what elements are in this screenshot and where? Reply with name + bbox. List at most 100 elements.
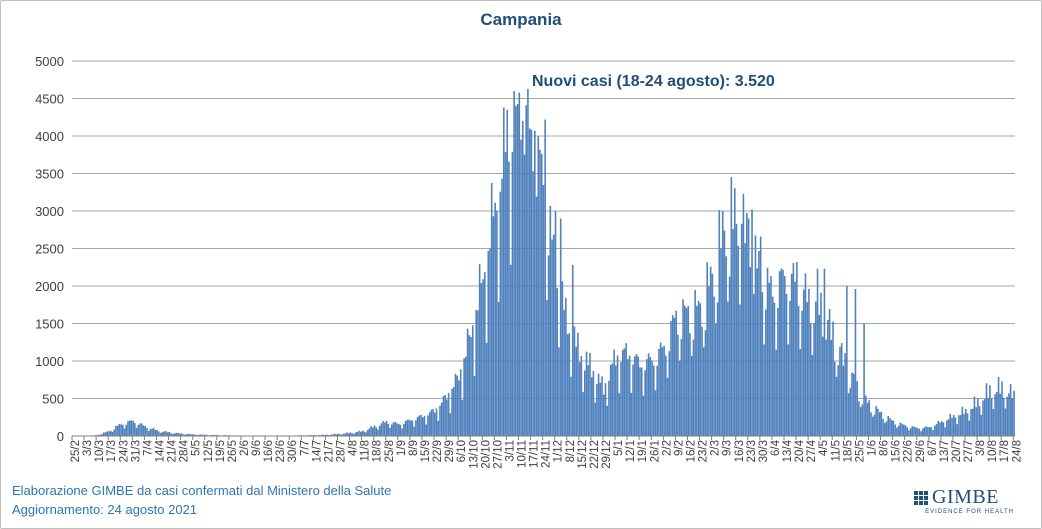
- bar: [678, 360, 681, 436]
- bar: [578, 362, 581, 436]
- bar: [135, 428, 138, 436]
- y-tick-label: 5000: [35, 54, 64, 69]
- bar: [587, 365, 590, 436]
- bar: [685, 308, 688, 436]
- bar: [828, 308, 831, 436]
- bar: [199, 434, 202, 436]
- bar: [947, 419, 950, 436]
- bar: [913, 426, 915, 436]
- bar: [421, 417, 424, 436]
- bar: [185, 434, 188, 436]
- bar: [954, 417, 957, 436]
- bar: [652, 365, 655, 436]
- bar: [880, 411, 883, 436]
- bar: [968, 420, 971, 436]
- bar: [108, 431, 110, 436]
- bar: [382, 421, 384, 436]
- bar: [801, 310, 803, 436]
- bar: [473, 375, 476, 436]
- bar: [892, 420, 895, 436]
- x-tick-label: 1/6: [866, 440, 878, 456]
- x-tick-label: 23/3: [746, 440, 758, 462]
- x-tick-label: 22/9: [432, 440, 444, 462]
- bar: [697, 300, 700, 436]
- bar: [166, 432, 169, 436]
- x-tick-label: 11/8: [360, 440, 372, 462]
- bar: [520, 139, 522, 437]
- bar: [799, 349, 802, 436]
- x-tick-label: 10/3: [94, 440, 106, 462]
- bar: [963, 413, 965, 436]
- bar: [811, 354, 814, 436]
- bar: [766, 267, 769, 436]
- x-tick-label: 10/8: [987, 440, 999, 462]
- bar: [927, 427, 929, 436]
- bar: [785, 293, 788, 436]
- bar: [777, 307, 779, 436]
- bar: [106, 431, 109, 436]
- bar: [673, 317, 676, 436]
- annotation-label: Nuovi casi (18-24 agosto): 3.520: [532, 73, 775, 90]
- x-tick-label: 11/5: [830, 440, 842, 462]
- bar: [528, 128, 531, 436]
- bar: [482, 279, 484, 436]
- bar: [904, 425, 907, 436]
- bar: [361, 430, 364, 436]
- bar: [894, 424, 896, 436]
- bar: [153, 428, 155, 436]
- bar: [806, 302, 808, 436]
- bar: [996, 391, 998, 436]
- bar: [546, 300, 548, 436]
- bar: [849, 387, 852, 436]
- x-tick-label: 26/1: [649, 440, 661, 462]
- bar: [125, 424, 128, 436]
- bar: [544, 119, 546, 436]
- bar: [889, 418, 891, 436]
- bar: [797, 305, 800, 436]
- bar: [746, 213, 748, 436]
- bar: [465, 356, 467, 436]
- bar: [128, 420, 131, 436]
- bar: [539, 149, 541, 437]
- bar: [470, 337, 472, 436]
- bar: [551, 239, 553, 436]
- bar: [182, 434, 184, 436]
- bar: [751, 209, 753, 436]
- bar: [466, 328, 469, 436]
- bar: [847, 393, 850, 436]
- bar: [104, 432, 107, 436]
- bar: [723, 230, 726, 436]
- bar: [527, 88, 529, 436]
- bar: [846, 286, 848, 436]
- bar: [740, 223, 743, 436]
- bar: [883, 423, 886, 436]
- y-tick-label: 1500: [35, 317, 64, 332]
- x-tick-label: 13/7: [939, 440, 951, 462]
- x-tick-label: 14/4: [155, 439, 167, 462]
- bar: [916, 427, 919, 436]
- bar: [782, 269, 784, 436]
- bar: [837, 365, 840, 436]
- bar: [640, 367, 643, 436]
- bar: [951, 417, 953, 436]
- bar: [875, 406, 877, 436]
- x-tick-label: 15/12: [577, 440, 589, 469]
- bar: [180, 433, 183, 436]
- bar: [630, 392, 633, 436]
- bar: [709, 266, 712, 436]
- bar: [715, 323, 717, 436]
- bar: [339, 434, 341, 436]
- bar: [604, 383, 607, 436]
- bar: [492, 216, 495, 436]
- bar: [618, 393, 621, 436]
- bar: [366, 430, 369, 436]
- bar: [721, 211, 724, 436]
- bar: [670, 321, 672, 436]
- x-tick-label: 20/4: [794, 439, 806, 462]
- bar: [830, 339, 833, 436]
- bar: [351, 433, 353, 436]
- bar: [737, 245, 740, 436]
- bar: [484, 272, 486, 436]
- bar: [365, 432, 367, 436]
- bar: [752, 294, 755, 436]
